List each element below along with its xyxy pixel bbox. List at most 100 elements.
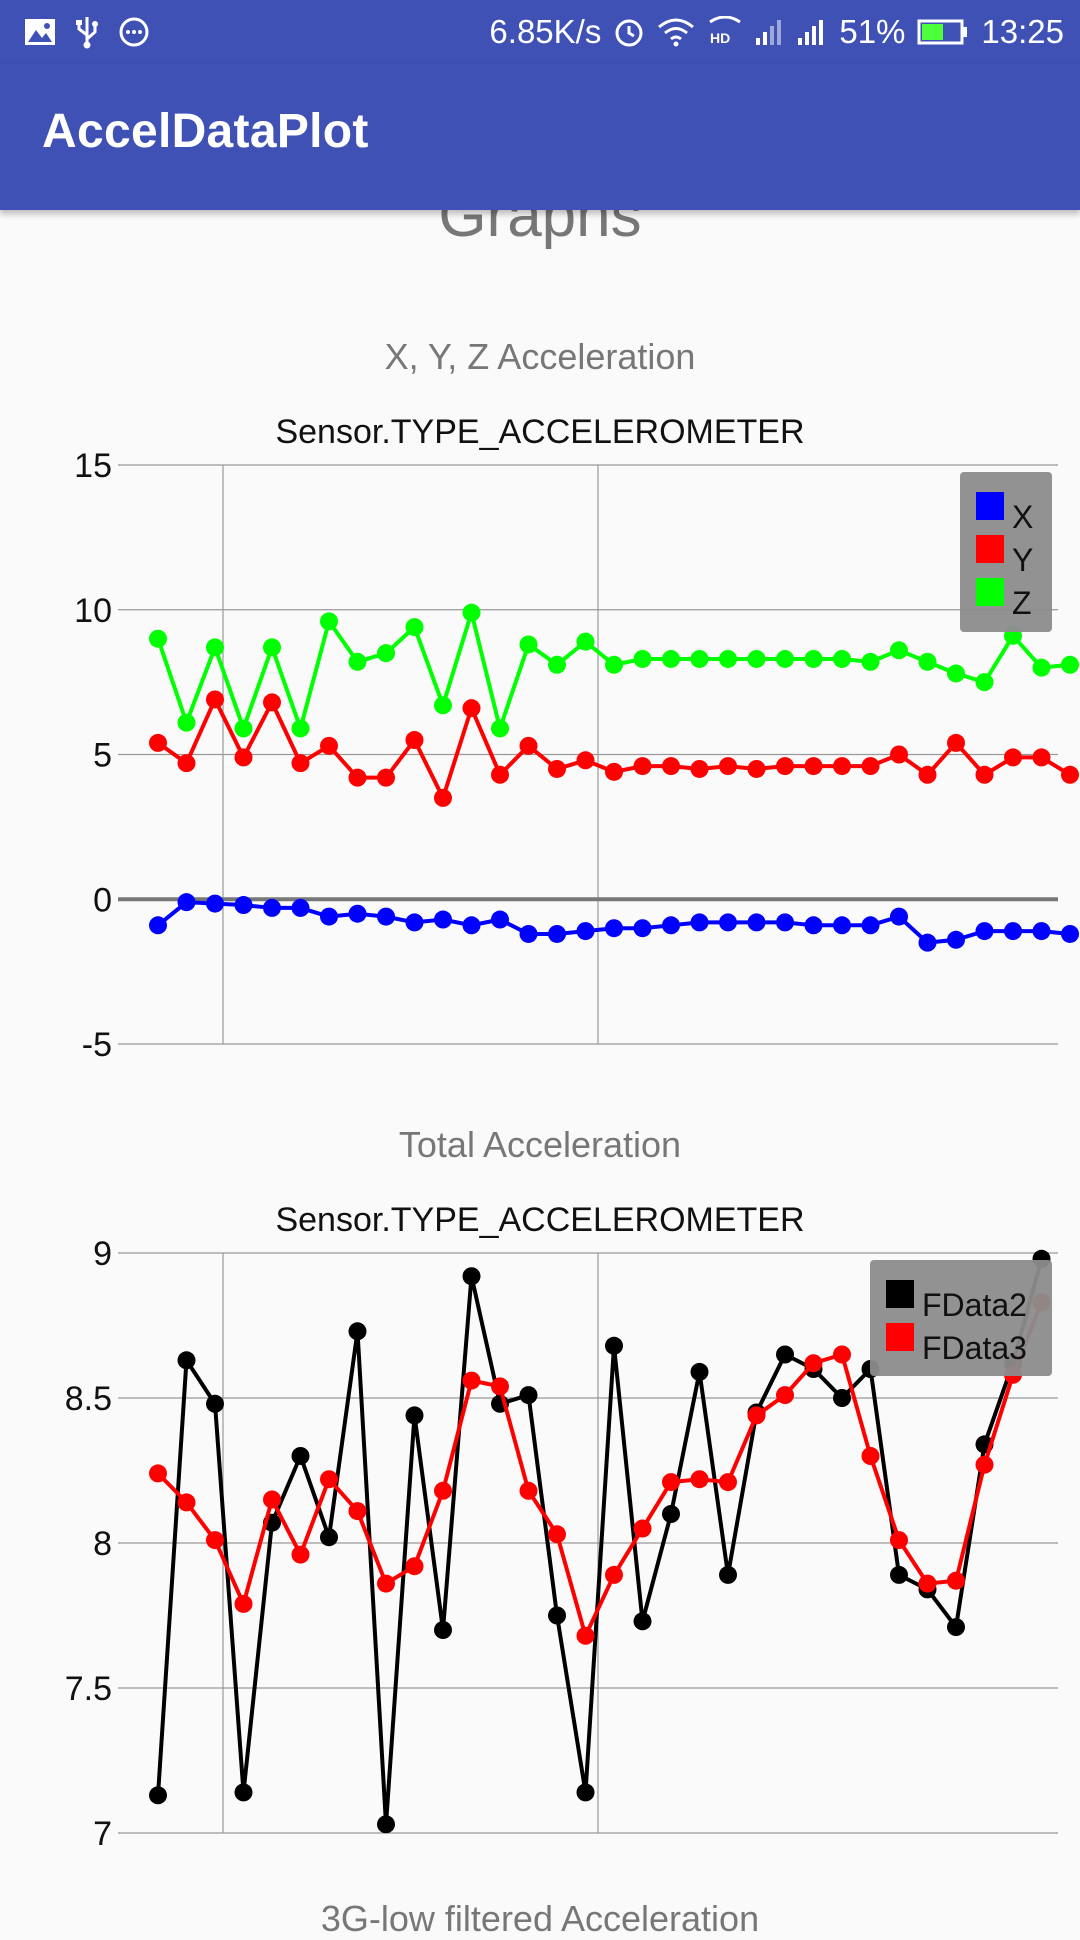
y-tick-label: 7.5 <box>65 1670 112 1708</box>
data-point-x <box>947 930 965 949</box>
data-point-z <box>291 719 310 738</box>
data-point-y <box>918 765 937 784</box>
data-point-x <box>833 916 851 935</box>
data-point-z <box>633 649 652 668</box>
data-point-y <box>747 759 766 778</box>
xyz-acceleration-chart[interactable]: 15 10 5 0 -5 XYZ <box>0 440 1080 1080</box>
data-point-z <box>149 629 167 648</box>
data-point-y <box>1061 765 1079 784</box>
legend-swatch-fdata2 <box>886 1280 914 1308</box>
data-point-y <box>633 757 652 776</box>
data-point-fdata2 <box>177 1351 196 1370</box>
data-point-x <box>377 907 395 926</box>
data-point-fdata2 <box>633 1612 652 1631</box>
data-point-y <box>1032 748 1051 767</box>
signal-sim2-icon <box>797 18 827 46</box>
y-tick-label: 8 <box>93 1525 112 1563</box>
data-point-z <box>576 632 595 651</box>
data-point-fdata3 <box>234 1594 253 1613</box>
data-point-fdata3 <box>605 1565 623 1584</box>
data-point-fdata3 <box>918 1574 937 1593</box>
data-point-fdata3 <box>405 1557 424 1576</box>
more-icon <box>118 16 150 48</box>
data-point-z <box>263 638 281 657</box>
data-point-fdata3 <box>548 1525 566 1544</box>
data-point-x <box>405 913 424 932</box>
data-point-x <box>320 907 338 926</box>
data-point-z <box>861 652 880 671</box>
data-point-x <box>918 933 937 952</box>
legend-label-fdata3: FData3 <box>922 1330 1027 1366</box>
legend-label-z: Z <box>1012 585 1032 621</box>
data-point-x <box>719 913 737 932</box>
chart-title-total: Sensor.TYPE_ACCELEROMETER <box>275 1201 805 1239</box>
data-point-x <box>206 894 224 913</box>
data-point-z <box>918 652 937 671</box>
data-point-fdata3 <box>576 1626 595 1645</box>
data-point-z <box>405 618 424 637</box>
y-tick-label: 8.5 <box>65 1380 112 1418</box>
data-point-z <box>605 655 623 674</box>
data-point-z <box>519 635 538 654</box>
y-tick-label: -5 <box>82 1026 112 1064</box>
data-point-fdata2 <box>576 1783 595 1802</box>
svg-text:HD: HD <box>710 30 730 46</box>
data-point-z <box>206 638 224 657</box>
data-point-fdata3 <box>462 1371 481 1390</box>
data-point-fdata2 <box>548 1606 566 1625</box>
data-point-fdata3 <box>491 1377 509 1396</box>
data-point-y <box>377 768 395 787</box>
data-point-z <box>975 673 994 692</box>
data-point-fdata3 <box>690 1470 709 1489</box>
data-point-y <box>462 699 481 718</box>
y-tick-label: 0 <box>93 881 112 919</box>
data-point-fdata2 <box>434 1621 452 1639</box>
data-point-z <box>804 649 823 668</box>
data-point-y <box>177 754 196 773</box>
data-point-y <box>206 690 224 709</box>
legend-box <box>960 472 1052 632</box>
data-point-fdata3 <box>291 1545 310 1564</box>
data-point-z <box>662 649 680 668</box>
data-point-z <box>434 696 452 715</box>
data-point-y <box>662 757 680 776</box>
data-point-z <box>377 644 395 663</box>
net-speed: 6.85K/s <box>489 13 602 50</box>
data-point-y <box>605 762 623 781</box>
data-point-y <box>491 765 509 784</box>
data-point-y <box>947 733 965 752</box>
data-point-y <box>861 757 880 776</box>
data-point-fdata2 <box>405 1406 424 1425</box>
wifi-icon <box>657 17 695 47</box>
series-line-fdata3 <box>156 1301 1044 1642</box>
data-point-x <box>462 916 481 935</box>
data-point-fdata3 <box>377 1574 395 1593</box>
data-point-x <box>662 916 680 935</box>
data-point-x <box>975 922 994 941</box>
data-point-y <box>690 759 709 778</box>
data-point-fdata2 <box>234 1783 253 1802</box>
battery-icon <box>917 18 969 46</box>
status-bar: 6.85K/s HD 51% 13:25 <box>0 0 1080 64</box>
image-icon <box>24 18 56 46</box>
legend-swatch-z <box>976 578 1004 606</box>
data-point-x <box>348 904 367 923</box>
data-point-fdata3 <box>890 1531 908 1550</box>
data-point-x <box>291 898 310 917</box>
data-point-z <box>747 649 766 668</box>
data-point-x <box>804 916 823 935</box>
data-point-x <box>434 910 452 929</box>
data-point-y <box>519 736 538 755</box>
data-point-fdata3 <box>348 1502 367 1521</box>
data-point-fdata3 <box>263 1490 281 1509</box>
y-tick-label: 7 <box>93 1815 112 1853</box>
data-point-z <box>947 664 965 683</box>
data-point-fdata2 <box>605 1336 623 1355</box>
data-point-fdata2 <box>890 1565 908 1584</box>
data-point-x <box>861 916 880 935</box>
data-point-fdata2 <box>462 1267 481 1286</box>
total-acceleration-chart[interactable]: 9 8.5 8 7.5 7 FData2 FData3 <box>0 1230 1080 1870</box>
data-point-y <box>263 693 281 712</box>
data-point-fdata2 <box>690 1362 709 1381</box>
